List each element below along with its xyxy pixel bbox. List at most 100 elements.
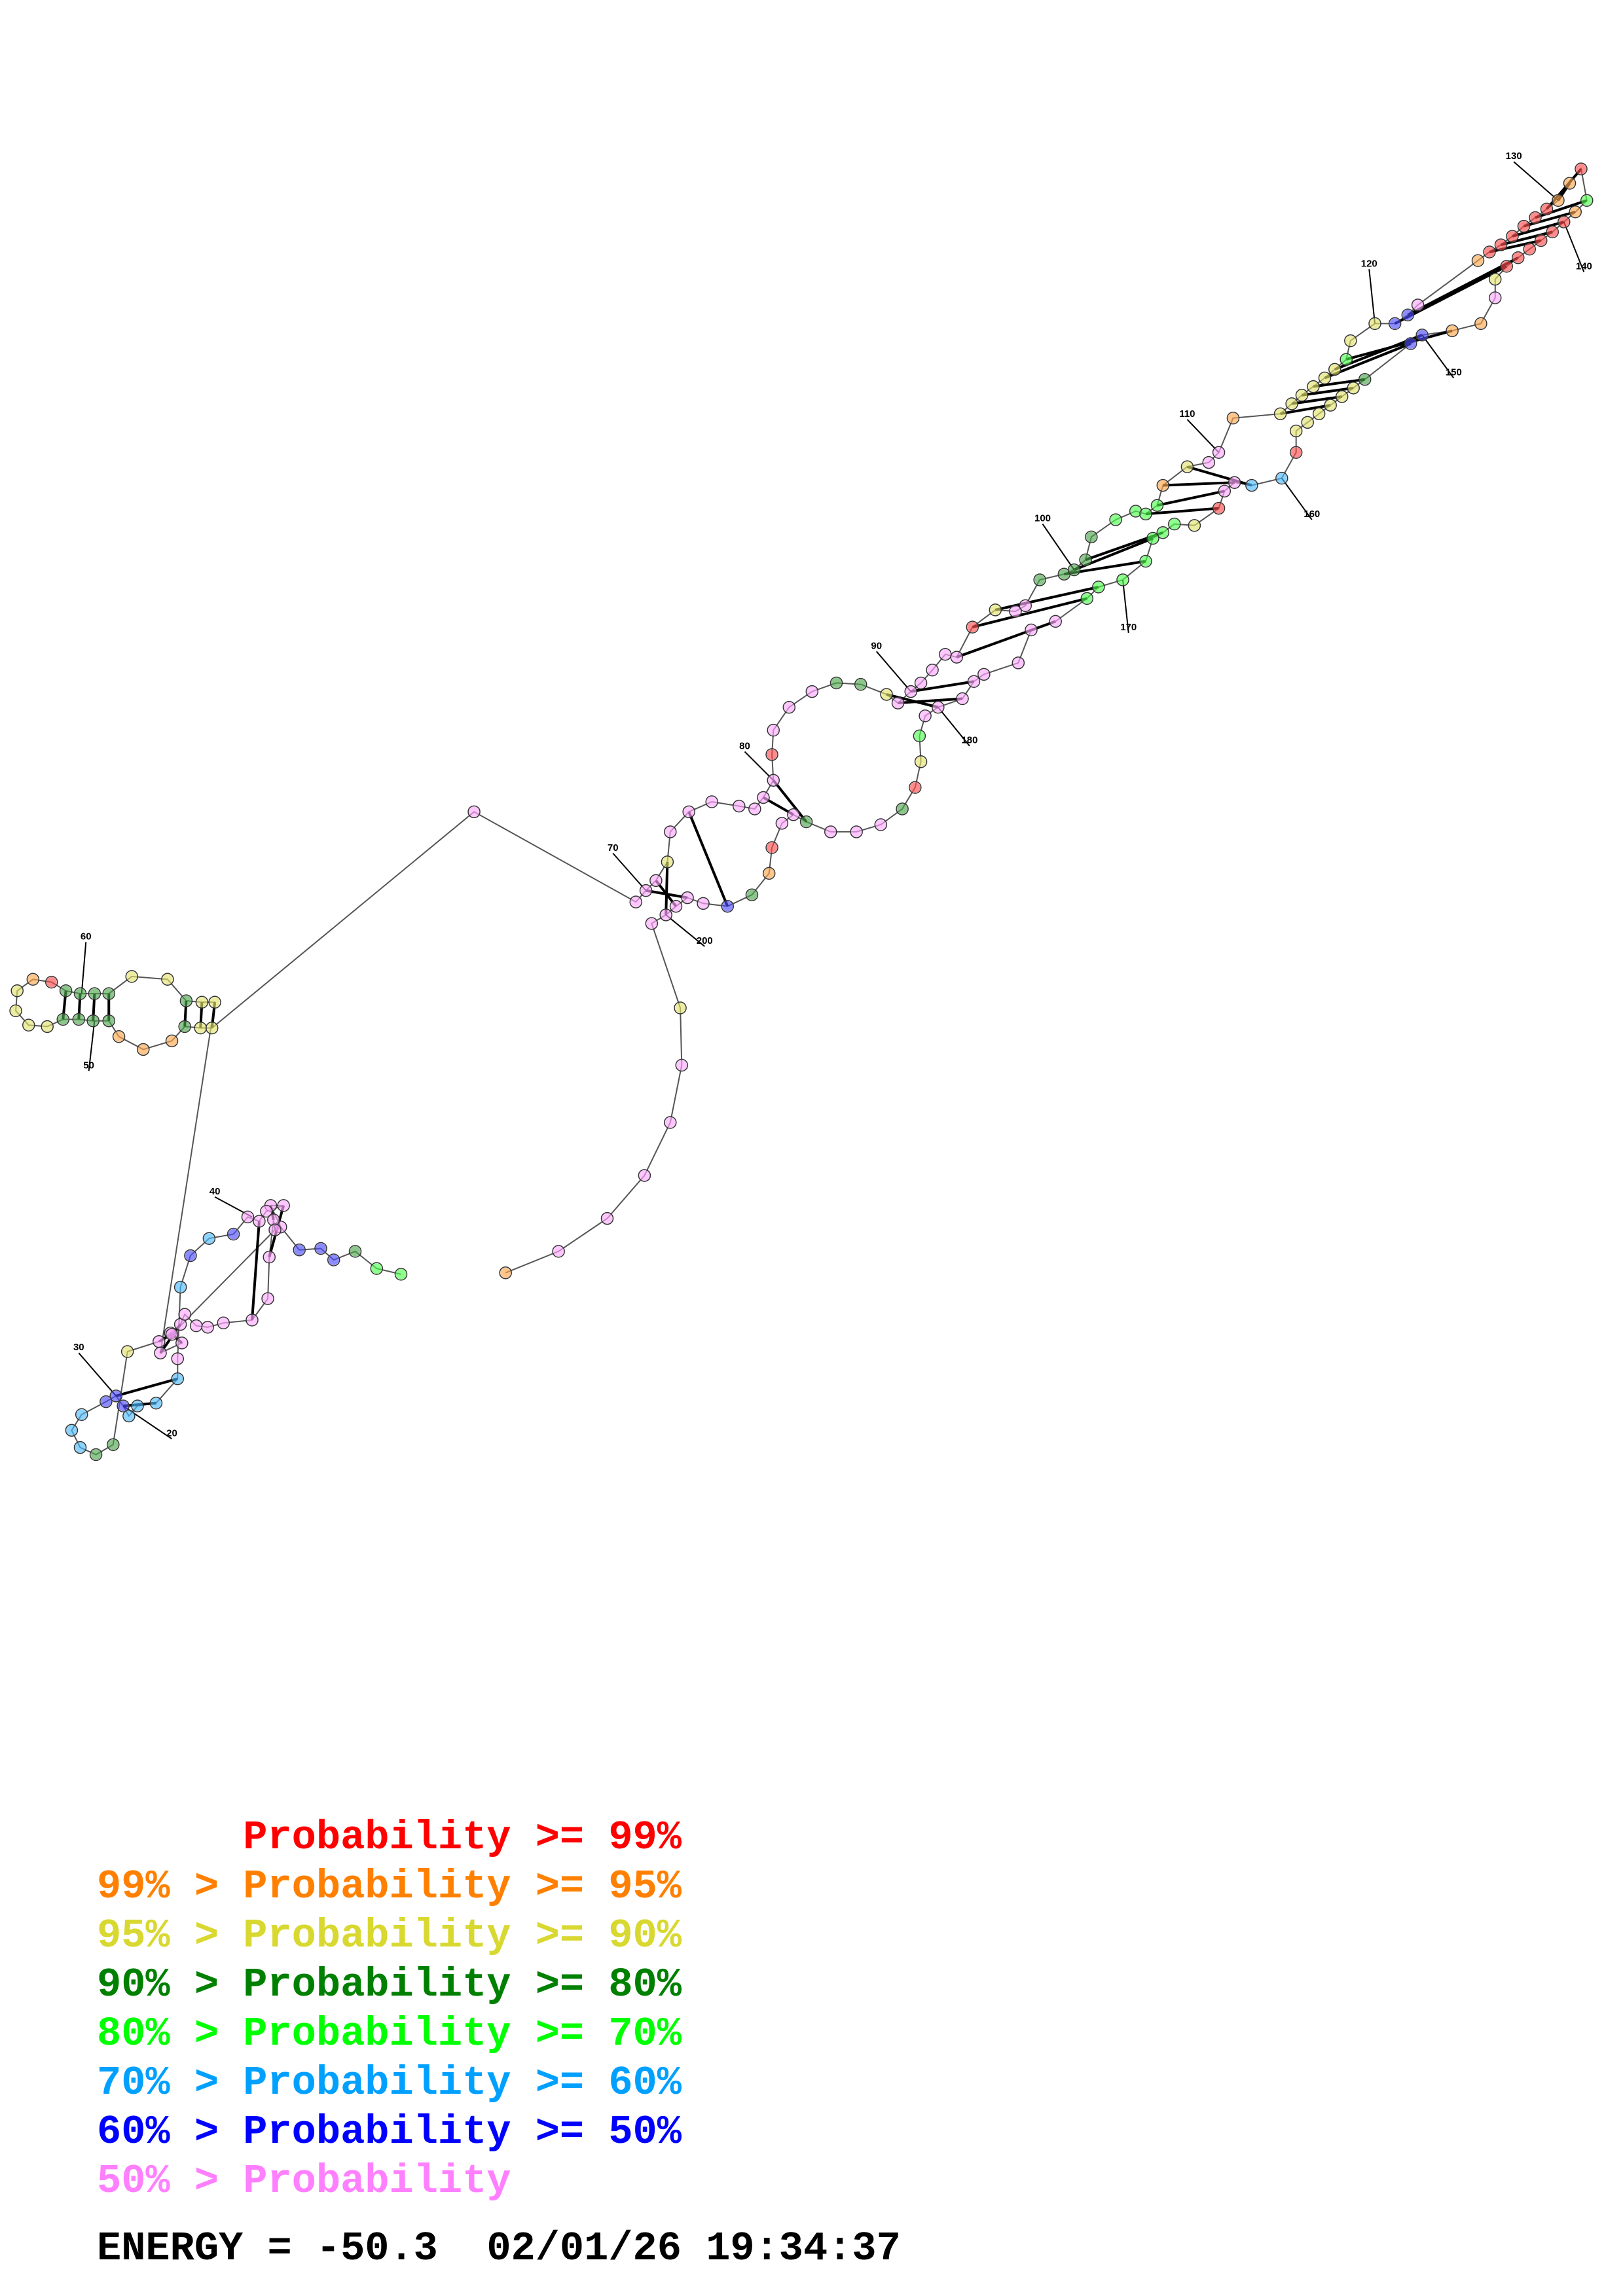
nucleotide-fill xyxy=(103,988,115,999)
nucleotide xyxy=(909,781,922,794)
nucleotide xyxy=(56,1013,69,1026)
index-tick xyxy=(938,706,970,747)
nucleotide-fill xyxy=(784,702,795,713)
nucleotide-fill xyxy=(855,679,866,690)
base-pair-bond xyxy=(687,811,729,907)
nucleotide-fill xyxy=(905,686,917,697)
index-tick xyxy=(875,651,912,692)
nucleotide-fill xyxy=(111,1390,122,1401)
nucleotide xyxy=(206,1021,219,1035)
nucleotide-fill xyxy=(1182,461,1193,473)
nucleotide xyxy=(45,975,58,989)
nucleotide xyxy=(805,685,819,698)
legend-row: Probability >= 99% xyxy=(97,1813,682,1862)
base-pair-bond xyxy=(772,779,808,823)
nucleotide xyxy=(1212,446,1226,459)
nucleotide-fill xyxy=(967,622,978,633)
nucleotide xyxy=(59,984,73,997)
nucleotide xyxy=(914,755,928,768)
nucleotide xyxy=(854,677,867,691)
nucleotide-fill xyxy=(746,889,757,901)
base-pair-bond xyxy=(199,1002,204,1028)
nucleotide xyxy=(787,808,800,821)
index-label: 170 xyxy=(1120,622,1137,633)
nucleotide xyxy=(629,895,642,908)
nucleotide-fill xyxy=(1507,230,1518,242)
nucleotide xyxy=(977,668,991,681)
nucleotide-fill xyxy=(175,1319,186,1330)
nucleotide-fill xyxy=(1118,574,1128,585)
nucleotide xyxy=(645,917,659,930)
nucleotide xyxy=(552,1245,565,1258)
nucleotide-fill xyxy=(1417,329,1428,340)
index-label: 200 xyxy=(697,935,713,946)
nucleotide-fill xyxy=(73,1014,84,1025)
nucleotide-fill xyxy=(968,676,979,687)
index-tick xyxy=(81,942,87,994)
nucleotide xyxy=(1411,298,1425,312)
nucleotide-fill xyxy=(1564,178,1575,188)
legend-prefix: 95% > xyxy=(97,1912,244,1959)
nucleotide xyxy=(896,802,909,816)
energy-date: 02/01/26 xyxy=(486,2225,682,2272)
nucleotide-fill xyxy=(58,1014,69,1025)
nucleotide xyxy=(1404,337,1417,350)
legend-label: Probability >= 90% xyxy=(243,1912,682,1959)
base-pair-bond xyxy=(1163,481,1235,487)
nucleotide xyxy=(1529,211,1542,224)
nucleotide-fill xyxy=(1189,520,1200,531)
nucleotide-fill xyxy=(1329,364,1340,375)
nucleotide xyxy=(1146,531,1159,545)
nucleotide xyxy=(171,1352,184,1365)
nucleotide-fill xyxy=(1140,509,1151,520)
base-pair-bond xyxy=(1157,490,1225,507)
nucleotide xyxy=(1446,324,1459,338)
nucleotide-fill xyxy=(722,901,733,912)
nucleotide xyxy=(659,908,672,922)
energy-value: -50.3 xyxy=(316,2225,438,2272)
nucleotide-fill xyxy=(698,898,709,909)
nucleotide xyxy=(137,1043,150,1056)
nucleotide-fill xyxy=(807,686,818,697)
nucleotide xyxy=(120,1345,134,1358)
index-label: 90 xyxy=(871,640,882,651)
nucleotide-fill xyxy=(191,1320,202,1331)
nucleotide xyxy=(1471,254,1485,267)
nucleotide xyxy=(1033,573,1046,586)
nucleotide-fill xyxy=(1313,408,1324,420)
legend-prefix xyxy=(97,1814,243,1861)
nucleotide-fill xyxy=(1286,398,1298,409)
index-tick xyxy=(665,914,705,947)
nucleotide xyxy=(782,700,796,714)
nucleotide xyxy=(122,1409,136,1423)
index-tick xyxy=(1421,334,1455,379)
nucleotide xyxy=(1295,389,1309,402)
nucleotide xyxy=(88,987,101,1000)
index-label: 20 xyxy=(166,1427,177,1439)
base-pair-bond xyxy=(115,1377,178,1397)
nucleotide-fill xyxy=(1296,389,1307,401)
nucleotide xyxy=(1500,260,1513,273)
nucleotide xyxy=(1049,615,1062,628)
nucleotide-fill xyxy=(763,868,775,879)
base-pair-bond xyxy=(1085,531,1163,562)
legend-prefix: 99% > xyxy=(97,1863,244,1910)
base-pair-bonds xyxy=(62,168,1588,1408)
index-tick xyxy=(122,1405,173,1440)
nucleotide xyxy=(669,899,683,913)
nucleotide xyxy=(100,1395,113,1408)
nucleotide-fill xyxy=(1405,338,1416,349)
nucleotide-fill xyxy=(261,1206,272,1217)
nucleotide xyxy=(131,1399,144,1412)
nucleotide xyxy=(1245,478,1258,492)
base-pair-bond xyxy=(1501,230,1553,247)
nucleotide-fill xyxy=(1501,260,1512,272)
legend-row: 70% > Probability >= 60% xyxy=(97,2058,682,2108)
legend-label: Probability >= 95% xyxy=(243,1863,682,1910)
nucleotide xyxy=(767,774,780,787)
nucleotide xyxy=(824,825,837,838)
base-pair-bond xyxy=(210,1002,217,1028)
nucleotide-fill xyxy=(1020,600,1031,611)
nucleotide xyxy=(171,1372,184,1386)
energy-readout: ENERGY = -50.3 02/01/26 19:34:37 xyxy=(97,2225,901,2272)
